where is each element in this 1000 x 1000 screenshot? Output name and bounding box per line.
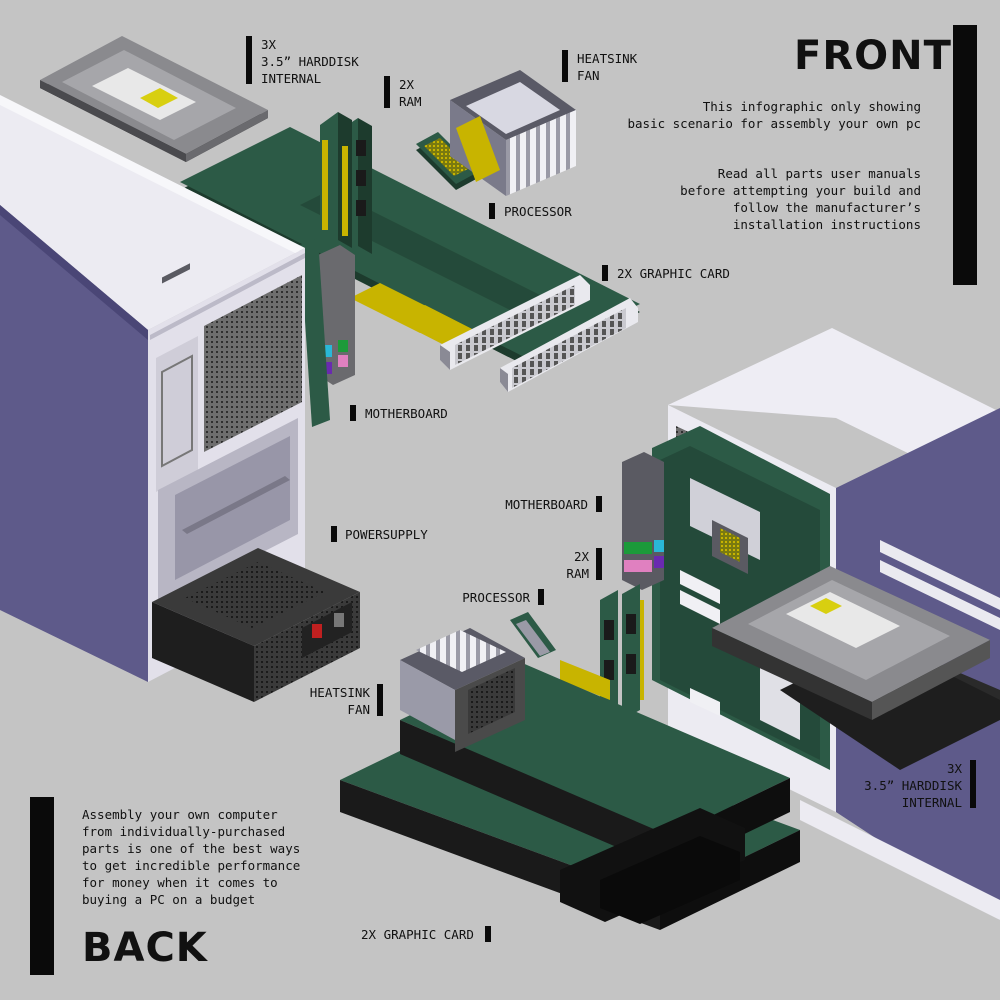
front-harddisk	[40, 36, 268, 162]
back-motherboard	[652, 426, 830, 770]
back-harddisks	[712, 566, 1000, 770]
back-processor-marker	[538, 589, 544, 605]
front-processor	[416, 132, 478, 190]
back-heading-bar	[30, 797, 54, 975]
front-heatsink-label: HEATSINK FAN	[577, 51, 638, 83]
front-graphic-marker	[602, 265, 608, 281]
back-io-panel	[622, 452, 664, 590]
front-processor-marker	[489, 203, 495, 219]
back-processor-label: PROCESSOR	[462, 590, 530, 605]
front-harddisk-marker	[246, 36, 252, 84]
front-motherboard-marker	[350, 405, 356, 421]
front-motherboard-label: MOTHERBOARD	[365, 406, 448, 421]
back-graphic-marker	[485, 926, 491, 942]
back-harddisk-marker	[970, 760, 976, 808]
front-ram-marker	[384, 76, 390, 108]
back-processor	[510, 612, 610, 700]
back-note: Assembly your own computer from individu…	[82, 807, 301, 907]
back-motherboard-marker	[596, 496, 602, 512]
back-title: BACK	[82, 925, 208, 971]
back-motherboard-label: MOTHERBOARD	[505, 497, 588, 512]
back-view	[340, 328, 1000, 930]
front-harddisk-label: 3X 3.5” HARDDISK INTERNAL	[261, 37, 359, 86]
front-view	[0, 36, 640, 702]
front-ram	[320, 112, 372, 258]
back-heatsink-marker	[377, 684, 383, 716]
front-powersupply-label: POWERSUPPLY	[345, 527, 428, 542]
front-graphic-label: 2X GRAPHIC CARD	[617, 266, 730, 281]
front-heatsink	[450, 70, 576, 196]
back-heatsink-label: HEATSINK FAN	[309, 685, 370, 717]
back-ram-label: 2X RAM	[566, 549, 589, 581]
front-title: FRONT	[794, 33, 952, 79]
front-powersupply-marker	[331, 526, 337, 542]
front-graphic-cards	[440, 275, 638, 392]
back-heatsink	[400, 628, 525, 752]
front-note-basic: This infographic only showing basic scen…	[627, 99, 922, 131]
back-ram-marker	[596, 548, 602, 580]
back-harddisk-label: 3X 3.5” HARDDISK INTERNAL	[864, 761, 962, 810]
front-processor-label: PROCESSOR	[504, 204, 572, 219]
back-graphic-label: 2X GRAPHIC CARD	[361, 927, 474, 942]
front-heatsink-marker	[562, 50, 568, 82]
front-ram-label: 2X RAM	[399, 77, 422, 109]
front-powersupply	[152, 548, 360, 702]
front-heading-bar	[953, 25, 977, 285]
front-io-panel	[300, 238, 355, 427]
front-note-manuals: Read all parts user manuals before attem…	[680, 166, 921, 232]
